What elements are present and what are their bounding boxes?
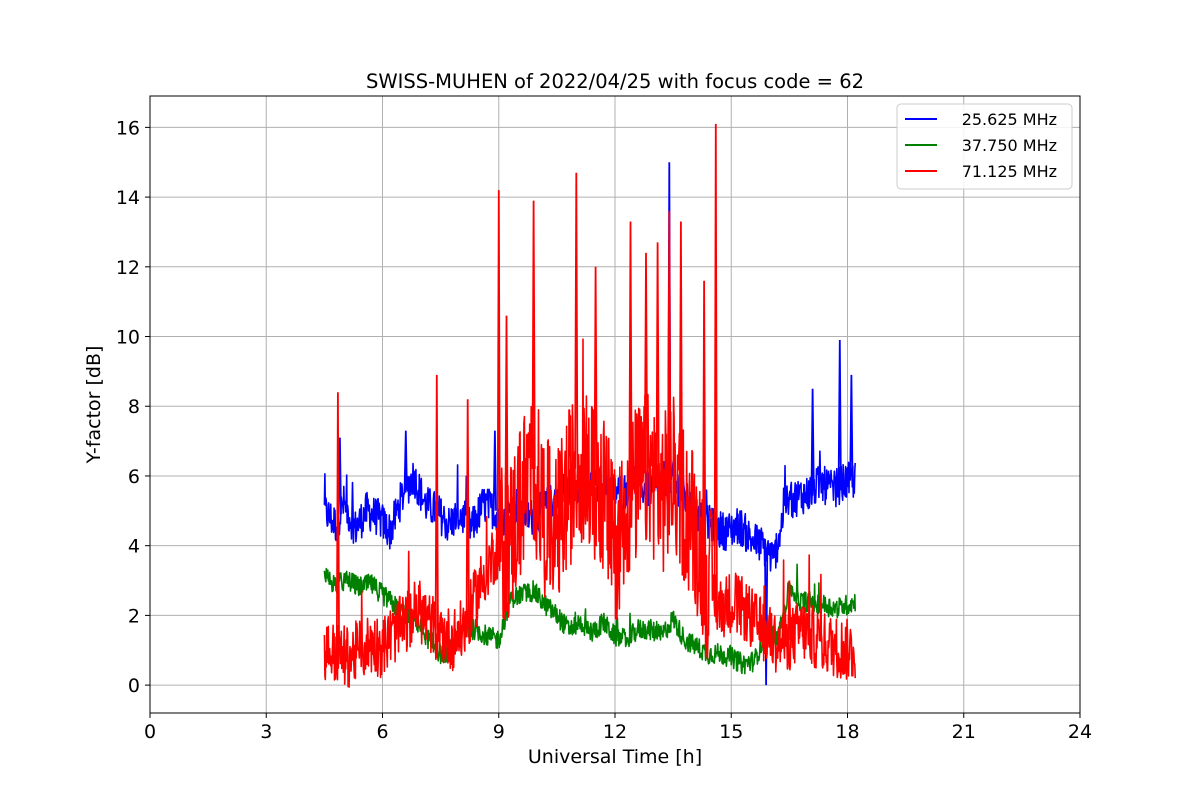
x-tick-label: 18 — [835, 721, 859, 743]
y-tick-label: 8 — [128, 396, 140, 418]
series-peak — [787, 580, 792, 640]
series-peak — [335, 392, 340, 655]
x-tick-label: 9 — [493, 721, 505, 743]
series-peak — [667, 210, 672, 483]
series-peak — [496, 190, 501, 546]
y-tick-label: 4 — [128, 536, 140, 558]
series-peak — [837, 339, 842, 486]
series-layer — [323, 123, 856, 688]
x-axis-title: Universal Time [h] — [528, 746, 702, 768]
x-tick-label: 6 — [376, 721, 388, 743]
series-peak — [628, 221, 633, 497]
x-tick-label: 24 — [1068, 721, 1092, 743]
series-peak — [531, 200, 536, 470]
x-tick-label: 21 — [952, 721, 976, 743]
series-peak — [678, 221, 683, 495]
legend: 25.625 MHz 37.750 MHz 71.125 MHz — [896, 103, 1073, 190]
series-peak — [492, 430, 497, 511]
y-tick-label: 0 — [128, 675, 140, 697]
series-peak — [504, 315, 509, 542]
x-tick-label: 3 — [260, 721, 272, 743]
y-axis-title: Y-factor [dB] — [83, 346, 105, 465]
y-tick-label: 2 — [128, 605, 140, 627]
chart-title: SWISS-MUHEN of 2022/04/25 with focus cod… — [366, 70, 864, 93]
series-line-3 — [323, 338, 856, 688]
x-tick-label: 15 — [719, 721, 743, 743]
series-peak — [764, 550, 769, 686]
y-tick-label: 10 — [116, 327, 140, 349]
series-peak — [849, 374, 854, 481]
legend-label: 25.625 MHz — [962, 110, 1057, 129]
series-peak — [643, 252, 649, 474]
series-peak — [403, 430, 408, 490]
series-peak — [574, 172, 579, 470]
series-peak — [465, 399, 470, 619]
y-tick-label: 12 — [116, 257, 140, 279]
series-peak — [593, 266, 598, 487]
series-peak — [655, 242, 660, 488]
y-tick-label: 6 — [128, 466, 140, 488]
x-tick-label: 12 — [603, 721, 627, 743]
series-peak — [702, 280, 707, 565]
series-peak — [713, 123, 718, 600]
legend-label: 37.750 MHz — [962, 136, 1057, 155]
legend-label: 71.125 MHz — [962, 162, 1057, 181]
y-tick-label: 14 — [116, 187, 140, 209]
series-peak — [810, 388, 815, 490]
series-peak — [434, 374, 439, 630]
legend-box — [896, 103, 1073, 190]
x-tick-label: 0 — [144, 721, 156, 743]
y-tick-label: 16 — [116, 117, 140, 139]
